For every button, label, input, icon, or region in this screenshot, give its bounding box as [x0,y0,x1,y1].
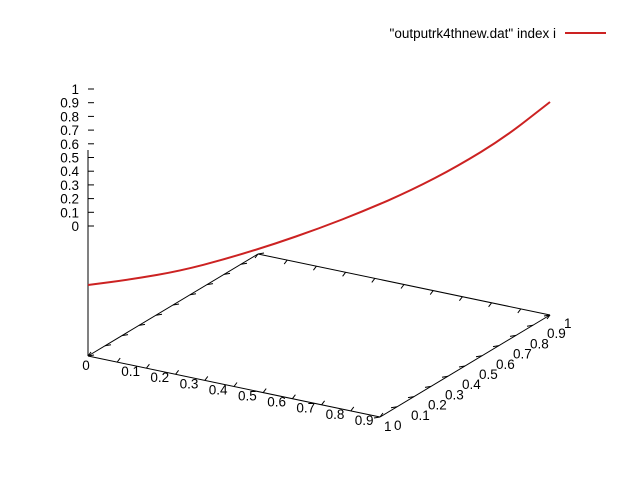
x-tick-label: 0 [82,358,90,373]
y-tick-label: 0.2 [428,398,447,413]
x-tick-back [254,253,259,259]
y-tick [526,324,534,327]
z-tick-label: 0.7 [60,123,79,138]
z-tick-label: 0.6 [60,137,79,152]
x-tick-back [371,278,376,283]
x-tick-label: 0.5 [238,389,257,404]
x-tick [379,412,384,418]
x-tick [175,369,180,375]
y-tick-label: 0.5 [479,367,498,382]
x-tick-label: 0.6 [267,395,286,410]
x-tick [116,357,121,363]
y-tick-left [223,272,231,275]
y-tick [458,365,466,368]
series-group [87,101,551,286]
base-plane [87,253,551,418]
y-tick-left [138,323,146,326]
series-line [87,101,551,286]
y-tick-label: 1 [564,316,572,331]
y-tick-label: 0.4 [462,377,481,392]
y-tick [373,416,381,419]
x-tick [87,351,92,357]
x-tick-label: 0.3 [180,376,199,391]
x-tick-label: 0.7 [296,401,315,416]
x-tick [262,388,267,393]
z-axis: 00.10.20.30.40.50.60.70.80.91 [60,82,94,356]
y-tick-left [240,262,248,265]
x-tick-label: 0.1 [121,364,140,379]
y-tick-label: 0.1 [411,408,430,423]
y-tick-label: 0 [394,418,402,433]
z-tick-label: 0.1 [60,205,79,220]
x-tick [204,376,209,381]
x-tick [350,406,355,412]
y-tick-left [87,354,95,357]
x-tick-label: 0.4 [209,382,228,397]
y-tick-left [189,293,197,296]
y-tick-label: 0.3 [445,387,464,402]
y-tick-left [257,252,265,255]
y-tick-label: 0.9 [547,326,566,341]
y-tick-label: 0.7 [513,347,532,362]
y-tick [543,314,551,317]
y-axis: 00.10.20.30.40.50.60.70.80.91 [87,252,572,433]
x-tick-back [429,290,434,295]
x-tick-label: 0.9 [355,413,374,428]
x-tick [233,382,238,387]
y-tick-label: 0.8 [530,336,549,351]
y-tick [424,385,432,388]
x-tick [145,363,150,369]
y-tick-left [172,303,180,306]
x-tick-back [400,284,405,289]
x-tick-back [517,308,522,314]
y-tick-left [121,334,129,337]
z-tick-label: 0.8 [60,109,79,124]
z-tick-label: 0.5 [60,151,79,166]
x-tick-back [488,302,493,308]
y-tick-label: 0.6 [496,357,515,372]
y-tick-left [155,313,163,316]
x-tick-label: 1 [384,419,392,434]
y-tick [492,345,500,348]
y-tick-left [104,344,112,347]
x-tick-label: 0.8 [326,407,345,422]
y-tick [475,355,483,358]
y-tick [509,334,517,337]
y-tick [441,375,449,378]
x-tick-back [458,296,463,302]
z-tick-label: 0.4 [60,164,79,179]
z-tick-label: 1 [71,82,79,97]
z-tick-label: 0.9 [60,96,79,111]
z-tick-label: 0 [71,219,79,234]
legend: "outputrk4thnew.dat" index i [390,26,606,41]
legend-label: "outputrk4thnew.dat" index i [390,26,556,41]
y-tick [407,396,415,399]
x-tick-back [546,314,551,320]
x-tick-back [342,271,347,277]
x-tick [291,394,296,400]
z-tick-label: 0.2 [60,192,79,207]
y-tick [390,406,398,409]
z-tick-label: 0.3 [60,178,79,193]
x-axis: 0 0.1 0.2 0.3 0.4 0.5 0.6 0.7 0.8 0.9 1 [82,253,551,434]
x-tick [321,400,326,406]
x-tick-label: 0.2 [150,370,169,385]
x-tick-back [283,259,288,265]
y-tick-left [206,283,214,286]
x-tick-back [312,265,317,271]
